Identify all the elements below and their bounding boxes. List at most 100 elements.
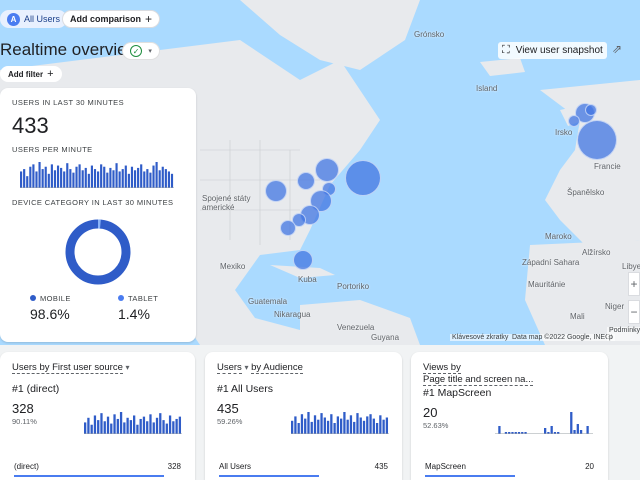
audience-bar[interactable]	[359, 417, 362, 435]
per-minute-bar[interactable]	[90, 165, 93, 188]
card-title[interactable]: Users by First user source ▾	[12, 362, 183, 374]
source-bar[interactable]	[123, 422, 126, 434]
source-bar[interactable]	[175, 418, 178, 434]
source-bar[interactable]	[149, 414, 152, 434]
per-minute-bar[interactable]	[133, 170, 137, 188]
per-minute-bar[interactable]	[112, 170, 115, 188]
source-bar[interactable]	[152, 422, 155, 434]
map-bubble[interactable]	[280, 220, 296, 236]
audience-bar[interactable]	[326, 420, 330, 434]
audience-bar[interactable]	[346, 419, 349, 434]
per-minute-bar[interactable]	[161, 166, 164, 188]
status-chip[interactable]: ✓ ▾	[122, 42, 160, 60]
source-bar[interactable]	[139, 418, 142, 434]
per-minute-bar[interactable]	[20, 171, 23, 188]
map-bubble[interactable]	[585, 104, 597, 116]
source-bar[interactable]	[97, 420, 100, 434]
views-bar[interactable]	[576, 424, 579, 434]
source-bar[interactable]	[100, 413, 103, 434]
per-minute-bar[interactable]	[130, 166, 134, 188]
views-bar[interactable]	[573, 430, 576, 434]
audience-bar[interactable]	[382, 419, 385, 434]
source-bar[interactable]	[159, 413, 162, 434]
views-bar[interactable]	[570, 412, 573, 434]
views-bar[interactable]	[579, 430, 583, 434]
audience-bar[interactable]	[385, 417, 389, 435]
users-per-minute-chart[interactable]	[20, 160, 174, 188]
audience-bar[interactable]	[353, 421, 356, 434]
per-minute-bar[interactable]	[72, 172, 75, 188]
audience-bar[interactable]	[375, 423, 379, 434]
per-minute-bar[interactable]	[50, 164, 53, 188]
audience-bar[interactable]	[307, 412, 310, 434]
views-bar[interactable]	[550, 426, 553, 434]
map-bubble[interactable]	[292, 213, 306, 227]
per-minute-bar[interactable]	[63, 171, 66, 188]
audience-bar[interactable]	[304, 418, 307, 434]
views-bar[interactable]	[547, 432, 550, 434]
map-bubble[interactable]	[568, 115, 580, 127]
source-bar[interactable]	[87, 417, 90, 434]
audience-bar[interactable]	[317, 419, 320, 434]
per-minute-bar[interactable]	[84, 167, 87, 188]
map-bubble[interactable]	[577, 120, 617, 160]
map-bubble[interactable]	[315, 158, 339, 182]
source-bar[interactable]	[129, 420, 133, 434]
per-minute-bar[interactable]	[75, 166, 78, 188]
views-bar[interactable]	[498, 426, 501, 434]
source-trend-chart[interactable]	[84, 410, 182, 434]
audience-bar[interactable]	[379, 415, 382, 434]
audience-bar[interactable]	[294, 416, 297, 434]
source-bar[interactable]	[106, 416, 110, 434]
add-filter-button[interactable]: Add filter +	[0, 66, 62, 82]
source-bar[interactable]	[126, 417, 129, 434]
source-bar[interactable]	[133, 415, 136, 434]
per-minute-bar[interactable]	[41, 169, 44, 188]
source-bar[interactable]	[113, 414, 116, 434]
audience-trend-chart[interactable]	[291, 410, 389, 434]
per-minute-bar[interactable]	[60, 167, 63, 188]
per-minute-bar[interactable]	[158, 170, 161, 188]
source-bar[interactable]	[142, 416, 146, 434]
per-minute-bar[interactable]	[146, 169, 149, 188]
audience-bar[interactable]	[297, 423, 300, 434]
audience-bar[interactable]	[372, 418, 375, 434]
source-bar[interactable]	[90, 424, 93, 434]
map-terms-link[interactable]: Podmínky p	[607, 327, 640, 341]
per-minute-bar[interactable]	[118, 171, 121, 188]
source-bar[interactable]	[110, 423, 113, 434]
per-minute-bar[interactable]	[149, 172, 152, 188]
map-bubble[interactable]	[345, 160, 381, 196]
view-user-snapshot-button[interactable]: ⛶ View user snapshot	[498, 42, 607, 59]
source-bar[interactable]	[116, 418, 119, 434]
audience-bar[interactable]	[369, 414, 372, 434]
per-minute-bar[interactable]	[29, 166, 32, 188]
map-bubble[interactable]	[297, 172, 315, 190]
per-minute-bar[interactable]	[152, 165, 155, 188]
audience-bar[interactable]	[323, 417, 326, 435]
per-minute-bar[interactable]	[103, 166, 106, 188]
source-bar[interactable]	[162, 420, 165, 434]
map-bubble[interactable]	[265, 180, 287, 202]
per-minute-bar[interactable]	[56, 165, 60, 188]
card-title[interactable]: Views by Page title and screen na...	[423, 362, 596, 386]
views-bar[interactable]	[508, 432, 511, 434]
audience-bar[interactable]	[313, 415, 317, 434]
per-minute-bar[interactable]	[137, 167, 140, 188]
source-bar[interactable]	[93, 415, 97, 434]
source-bar[interactable]	[119, 412, 123, 434]
per-minute-bar[interactable]	[100, 164, 103, 188]
per-minute-bar[interactable]	[170, 173, 174, 188]
per-minute-bar[interactable]	[53, 170, 57, 188]
views-bar[interactable]	[517, 432, 521, 434]
per-minute-bar[interactable]	[38, 162, 41, 188]
per-minute-bar[interactable]	[143, 171, 146, 188]
audience-bar[interactable]	[349, 415, 353, 434]
views-bar[interactable]	[544, 428, 547, 434]
audience-bar[interactable]	[333, 423, 336, 434]
device-donut-chart[interactable]	[64, 218, 132, 286]
share-icon[interactable]: ⇗	[612, 42, 623, 56]
audience-bar[interactable]	[340, 418, 343, 434]
source-bar[interactable]	[165, 423, 168, 434]
per-minute-bar[interactable]	[124, 165, 127, 188]
